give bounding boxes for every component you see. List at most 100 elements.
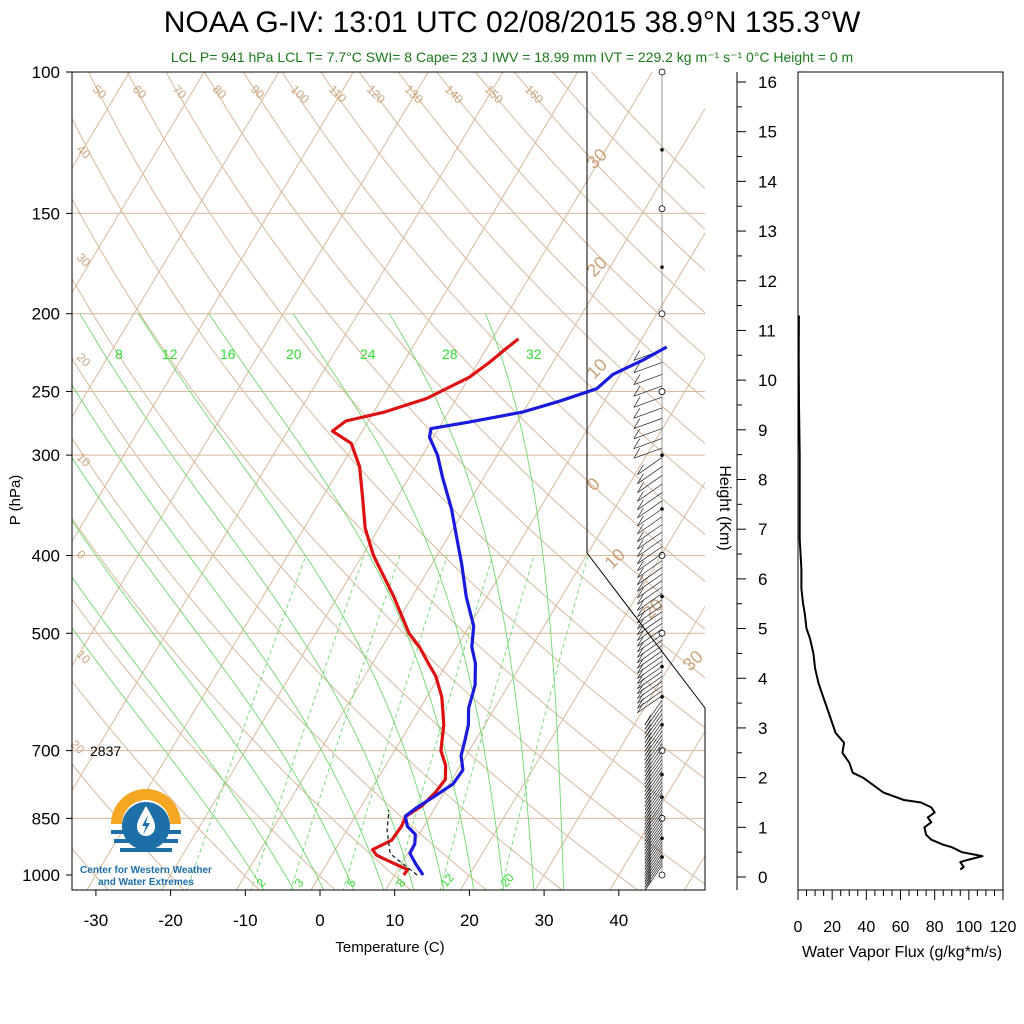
wind-barb-flag	[637, 507, 644, 519]
wind-barb-staff	[644, 718, 663, 744]
height-tick-label: 7	[758, 520, 767, 539]
wind-barb-flag	[633, 362, 641, 373]
wind-barb-staff	[644, 826, 663, 852]
wind-barb-flag	[644, 777, 652, 789]
wind-barb-flag	[637, 567, 644, 579]
wind-barb-flag	[644, 871, 652, 882]
dry-adiabat-line	[591, 72, 705, 190]
y-tick-label: 250	[32, 383, 60, 402]
wind-level-dot	[660, 594, 664, 599]
flux-tick-label: 40	[857, 919, 875, 936]
wind-barb-staff	[644, 819, 663, 845]
wind-barb-staff	[644, 829, 663, 855]
logo-bolt-icon	[142, 815, 150, 835]
wind-barb-staff	[644, 700, 663, 726]
isotherm-line	[161, 72, 653, 890]
flux-profile	[797, 315, 984, 871]
moist-adiabat-line	[208, 313, 475, 890]
y-tick-label: 700	[32, 742, 60, 761]
wind-barb-staff	[644, 813, 663, 839]
wind-barb-flag	[644, 810, 652, 822]
wind-barb-flag	[637, 630, 644, 641]
parcel-profile-line	[386, 809, 418, 876]
dry-adiabat-line	[72, 197, 705, 885]
wind-barb-flag	[633, 438, 641, 449]
wind-barb-staff	[637, 466, 663, 485]
wind-barb-flag	[644, 853, 652, 864]
wind-barb-flag	[637, 647, 644, 658]
y-tick-label: 1000	[22, 866, 60, 885]
wind-barb-staff	[637, 650, 663, 669]
y-tick-label: 200	[32, 305, 60, 324]
theta-label: 50	[90, 82, 110, 102]
wind-barb-staff	[637, 567, 663, 585]
wind-level-dot	[660, 453, 664, 457]
chart-subtitle: LCL P= 941 hPa LCL T= 7.7°C SWI= 8 Cape=…	[170, 49, 854, 65]
y-tick-label: 400	[32, 546, 60, 565]
wind-barb-flag	[644, 789, 652, 800]
wind-barb-flag	[637, 636, 644, 647]
isotherm-line	[459, 481, 705, 890]
dry-adiabat-label: 0	[74, 547, 89, 562]
wind-barb-flag	[644, 847, 652, 858]
height-tick-label: 6	[758, 570, 767, 589]
wind-barb-staff	[644, 789, 663, 815]
flux-tick-label: 60	[892, 919, 910, 936]
wind-barb-flag	[637, 574, 644, 585]
wind-barb-flag	[644, 824, 652, 835]
isotherm-line	[385, 356, 705, 890]
wind-barb-staff	[644, 853, 663, 879]
dry-adiabat-line	[72, 117, 705, 832]
wind-barb-flag	[644, 807, 652, 818]
wind-barb-flag	[637, 594, 644, 605]
wind-barb-flag	[637, 464, 644, 475]
wind-barb-flag	[637, 683, 644, 694]
wind-calm-marker	[658, 310, 666, 318]
height-annotation: 2837	[90, 743, 121, 759]
wind-barb-staff	[644, 722, 663, 748]
wind-barb-flag	[637, 673, 644, 684]
wind-barb-staff	[644, 781, 663, 807]
wind-barb-flag	[644, 757, 652, 769]
wind-barb-staff	[644, 838, 663, 864]
wind-barb-flag	[644, 831, 652, 842]
wind-barb-flag	[637, 515, 644, 527]
wind-barb-staff	[637, 671, 663, 690]
wind-barb-staff	[637, 531, 663, 550]
theta-label: 110	[326, 82, 350, 106]
wind-barb-flag	[644, 792, 652, 804]
wind-barb-staff	[644, 803, 663, 829]
wind-barb-flag	[637, 641, 644, 653]
isotherm-label: 20	[639, 595, 667, 623]
wind-calm-marker	[658, 871, 666, 879]
wind-barb-flag	[633, 397, 641, 408]
moist-adiabat-line	[388, 313, 535, 890]
wind-barb-staff	[637, 593, 663, 611]
wind-barb-flag	[644, 817, 652, 828]
height-tick-label: 8	[758, 471, 767, 490]
wind-barb-flag	[644, 814, 652, 825]
wind-barb-flag	[637, 678, 644, 689]
wind-barb-staff	[637, 524, 663, 542]
wind-barb-flag	[644, 714, 652, 726]
wind-barb-flag	[633, 350, 641, 361]
dry-adiabat-line	[397, 72, 705, 400]
skewt-axes: -30 -20 -10 0 10 20 30 401001502002503004005007…	[7, 63, 628, 956]
wind-barb-flag	[637, 693, 644, 704]
wind-barb-staff	[633, 362, 663, 374]
wind-barb-staff	[633, 447, 663, 459]
wind-barb-staff	[637, 457, 663, 475]
mixing-ratio-line	[342, 555, 448, 890]
y-tick-label: 300	[32, 446, 60, 465]
x-tick-label: -20	[158, 911, 183, 930]
moist-adiabat-label: 32	[526, 346, 542, 362]
wind-barb-staff	[637, 676, 663, 694]
height-tick-label: 15	[758, 123, 777, 142]
wind-barb-staff	[637, 553, 663, 572]
dry-adiabat-line	[242, 72, 705, 582]
moist-adiabat-line	[138, 313, 445, 890]
wind-barb-flag	[637, 668, 644, 679]
height-tick-label: 13	[758, 222, 777, 241]
